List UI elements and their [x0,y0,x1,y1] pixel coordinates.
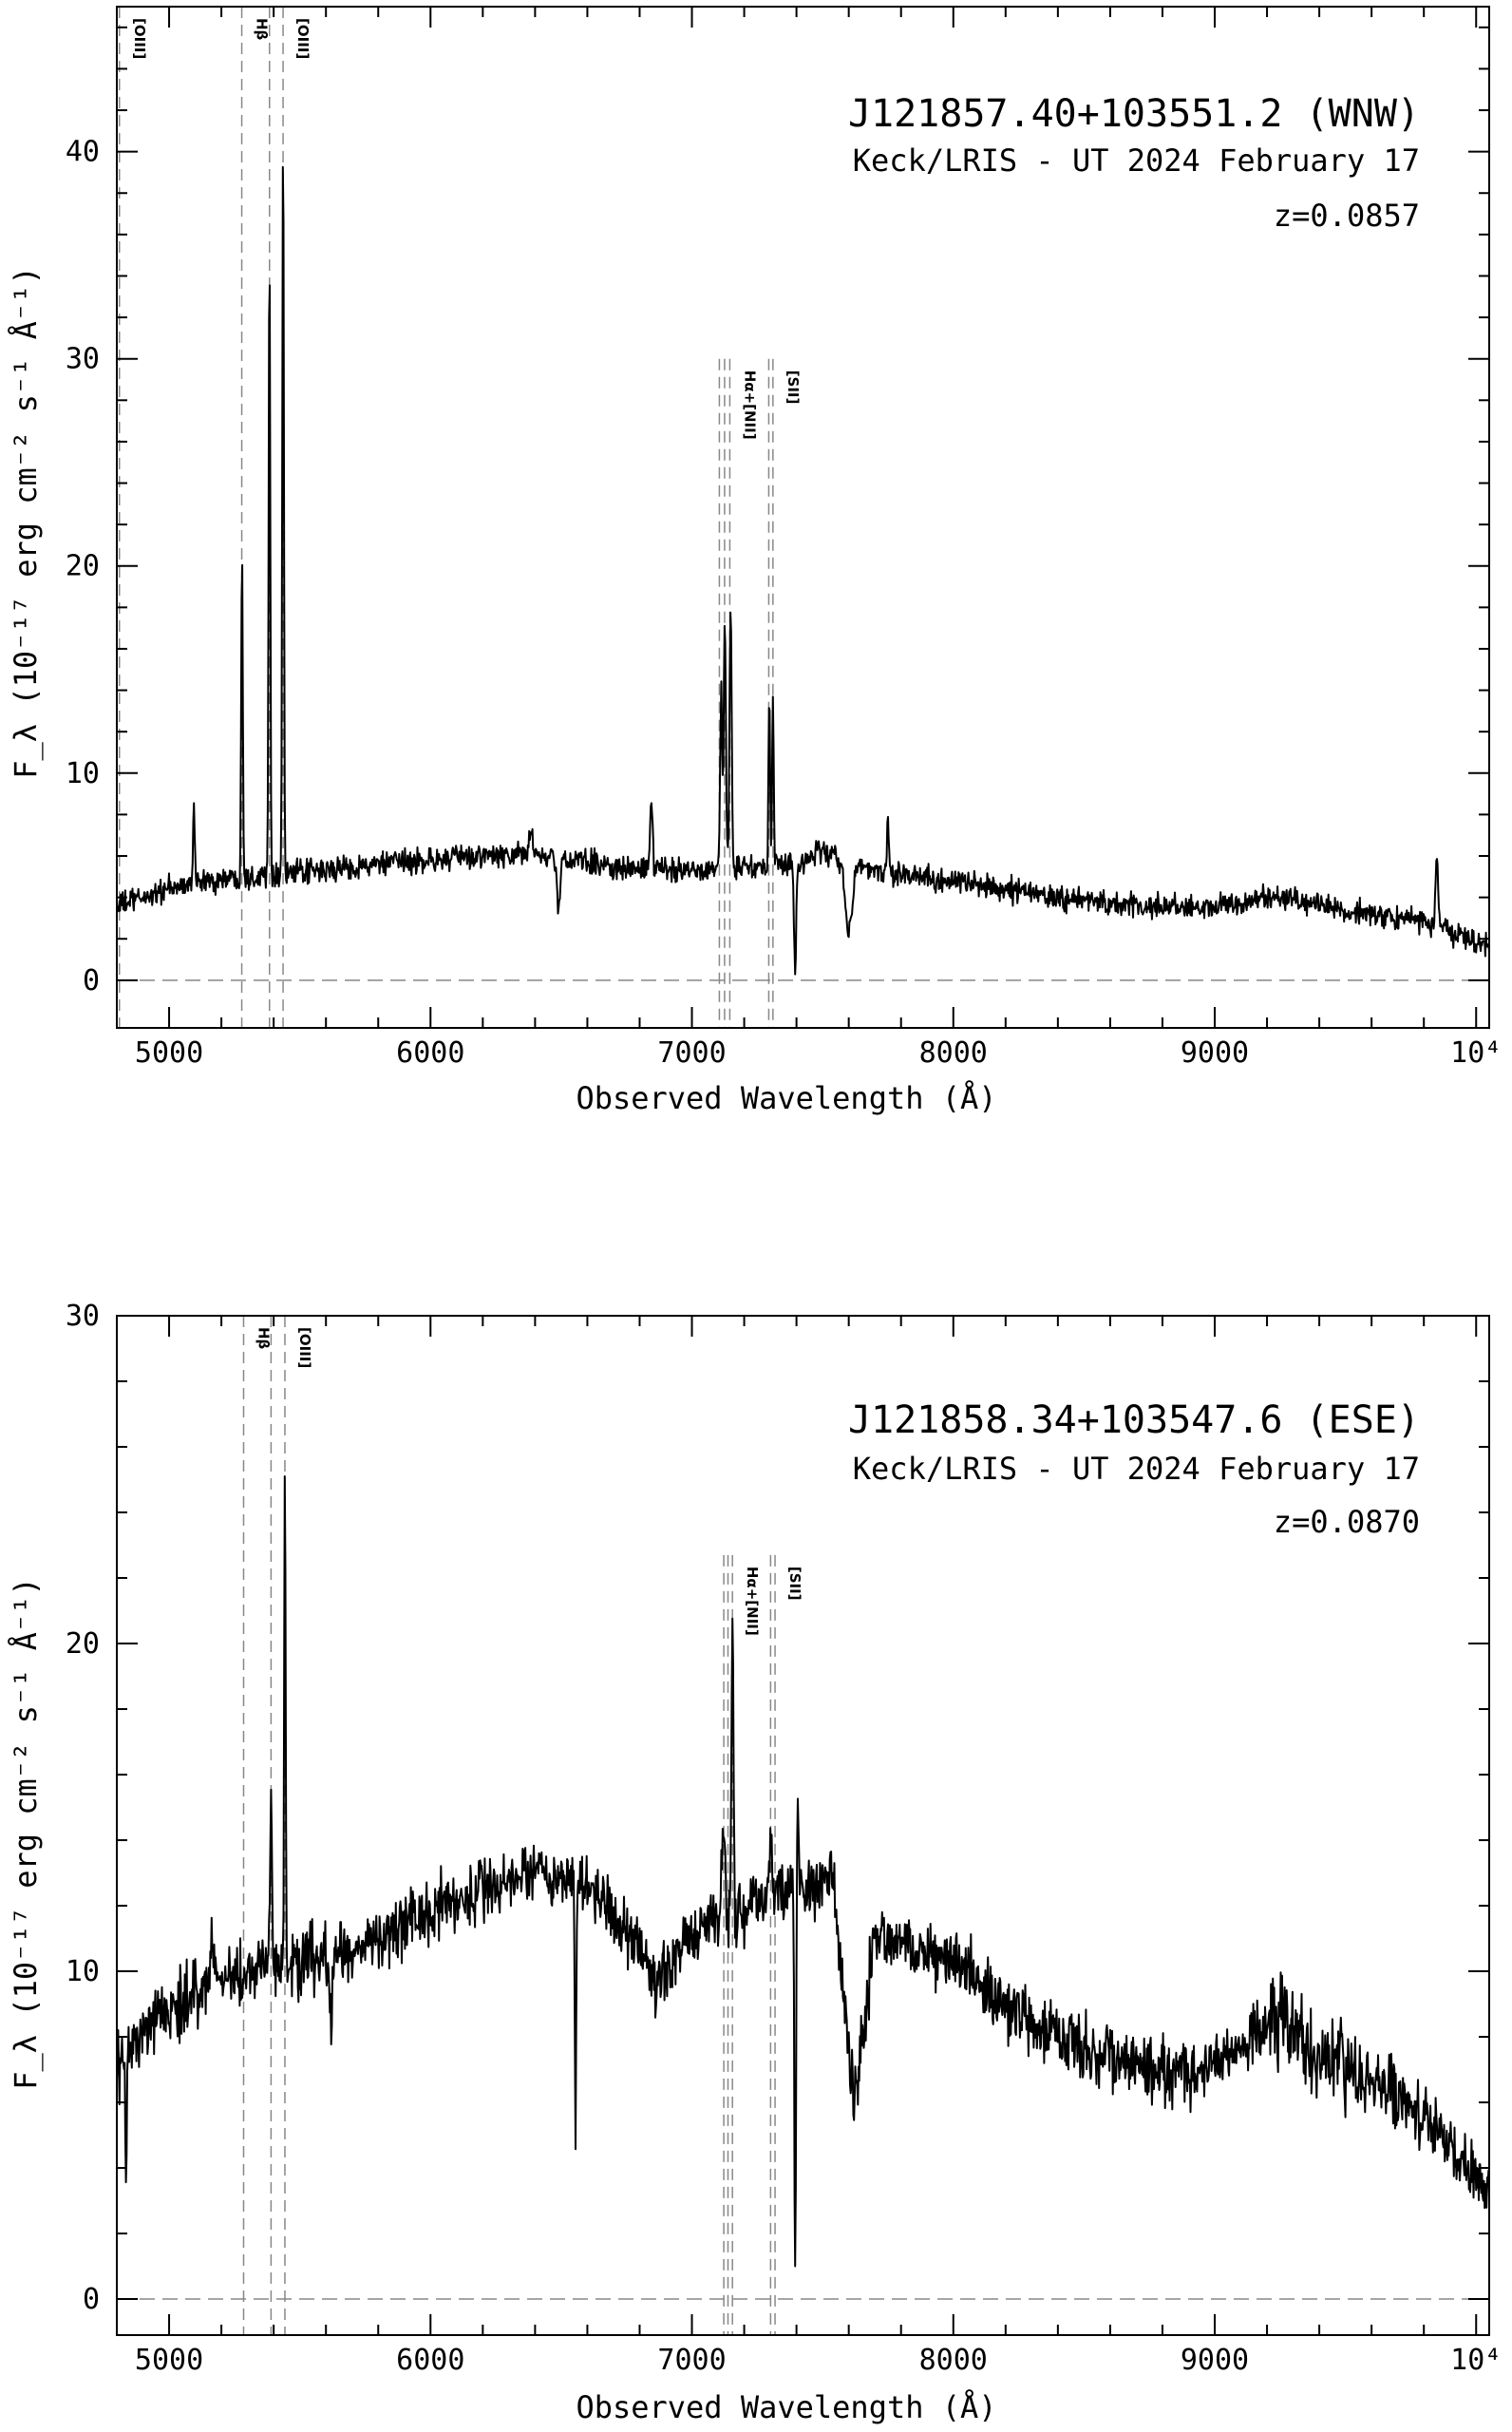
y-tick-label: 30 [66,343,100,376]
emission-line-label: [SII] [784,370,802,405]
redshift-label: z=0.0870 [1274,1504,1420,1540]
x-tick-label: 8000 [919,1036,988,1070]
y-tick-label: 0 [83,964,100,998]
emission-line-markers [242,1316,776,2335]
emission-line-label: [OIII] [131,18,148,59]
x-tick-label: 10⁴ [1450,1036,1502,1070]
axis-ticks [117,7,1489,1028]
emission-line-label: [OIII] [296,1327,313,1368]
axis-ticks [117,1315,1489,2335]
x-tick-label: 10⁴ [1450,2344,1502,2377]
y-tick-label: 20 [66,550,100,583]
y-tick-labels: 0 10 20 30 40 [66,136,100,998]
emission-line-labels: [OIII] Hβ [OIII] Hα+[NII] [SII] [131,18,802,440]
spectrum-line-ese [116,1475,1490,2268]
object-name: J121858.34+103547.6 (ESE) [848,1398,1420,1442]
y-tick-label: 0 [83,2283,100,2316]
plot-frame [116,1315,1490,2336]
x-tick-label: 9000 [1181,2344,1249,2377]
spectrum-panel-ese: 5000 6000 7000 8000 9000 10⁴ 0 10 20 30 Hβ [OIII]… [8,1300,1502,2425]
y-tick-label: 40 [66,136,100,169]
y-axis-title: F_λ (10⁻¹⁷ erg cm⁻² s⁻¹ Å⁻¹) [8,266,44,778]
emission-line-label: Hα+[NII] [744,1567,761,1636]
x-tick-labels: 5000 6000 7000 8000 9000 10⁴ [135,2344,1502,2377]
y-tick-label: 30 [66,1300,100,1333]
y-tick-label: 10 [66,1955,100,1988]
y-tick-label: 20 [66,1627,100,1661]
x-tick-label: 8000 [919,2344,988,2377]
emission-line-labels: Hβ [OIII] Hα+[NII] [SII] [255,1327,803,1636]
y-tick-labels: 0 10 20 30 [66,1300,100,2316]
emission-line-label: Hβ [255,1327,272,1350]
emission-line-label: Hβ [254,18,271,41]
spectrum-panel-wnw: 5000 6000 7000 8000 9000 10⁴ 0 10 20 30 40 [OIII]… [8,6,1502,1116]
plot-frame [116,6,1490,1029]
x-tick-label: 5000 [135,1036,203,1070]
y-axis-title: F_λ (10⁻¹⁷ erg cm⁻² s⁻¹ Å⁻¹) [8,1577,44,2089]
spectrum-line-wnw [116,165,1490,976]
x-axis-title: Observed Wavelength (Å) [576,2389,996,2425]
observation-info: Keck/LRIS - UT 2024 February 17 [853,142,1420,179]
redshift-label: z=0.0857 [1274,198,1420,234]
x-tick-label: 7000 [657,2344,726,2377]
object-name: J121857.40+103551.2 (WNW) [848,92,1420,136]
x-tick-labels: 5000 6000 7000 8000 9000 10⁴ [135,1036,1502,1070]
x-tick-label: 9000 [1181,1036,1249,1070]
emission-line-label: [OIII] [294,18,312,59]
x-tick-label: 6000 [396,2344,464,2377]
x-tick-label: 5000 [135,2344,203,2377]
x-tick-label: 7000 [657,1036,726,1070]
emission-line-label: [SII] [786,1567,803,1601]
x-axis-title: Observed Wavelength (Å) [576,1080,996,1116]
y-tick-label: 10 [66,757,100,790]
x-tick-label: 6000 [396,1036,464,1070]
observation-info: Keck/LRIS - UT 2024 February 17 [853,1451,1420,1487]
emission-line-label: Hα+[NII] [741,370,758,440]
